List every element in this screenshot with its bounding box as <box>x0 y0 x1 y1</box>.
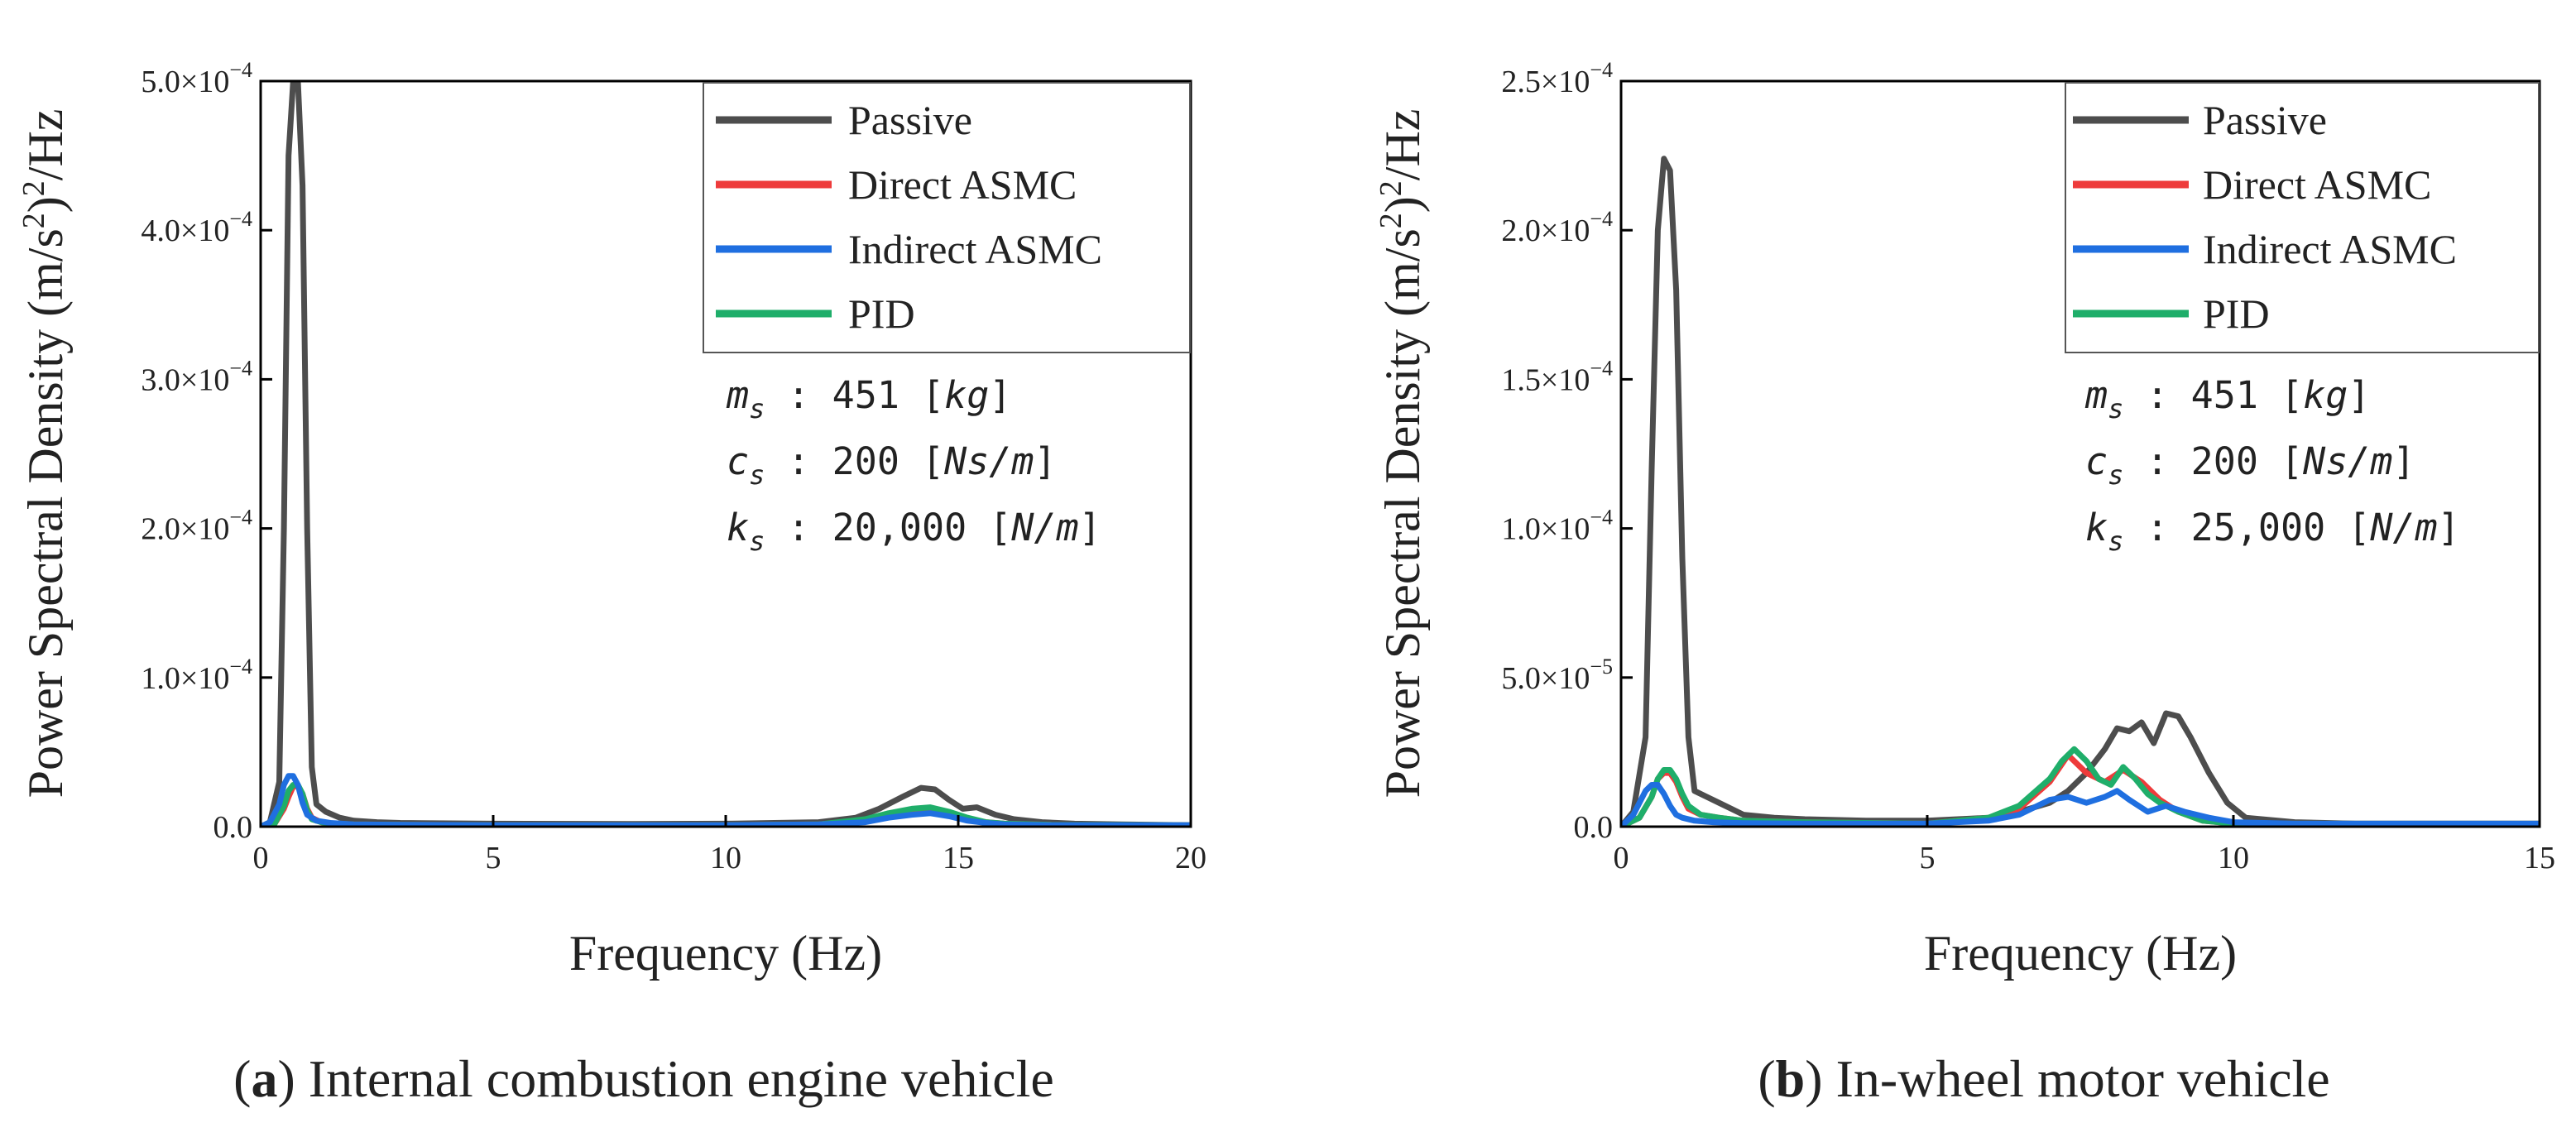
y-ticks-b: 0.0 5.0×10−5 1.0×10−4 1.5×10−4 2.0×10−4 2.5×1… <box>1501 58 1633 845</box>
y-tick-label: 5.0×10−4 <box>141 58 252 99</box>
plot-frame-b <box>1619 79 2541 828</box>
y-tick-label: 3.0×10−4 <box>141 356 252 397</box>
x-tick-label: 10 <box>710 841 741 875</box>
param-damping-b: cs : 200 [Ns/m] <box>2085 439 2415 491</box>
legend-label-passive-b: Passive <box>2203 97 2327 143</box>
legend-a: Passive Direct ASMC Indirect ASMC PID <box>703 82 1191 353</box>
y-tick-label: 2.0×10−4 <box>1501 207 1613 248</box>
parameters-b: ms : 451 [kg] cs : 200 [Ns/m] ks : 25,00… <box>2084 373 2460 557</box>
legend-label-indirect-asmc-b: Indirect ASMC <box>2203 226 2457 272</box>
series-line-indirect-asmc-b <box>1621 782 2540 827</box>
param-stiffness-a: ks : 20,000 [N/m] <box>727 506 1101 557</box>
x-axis-title-a: Frequency (Hz) <box>569 926 882 981</box>
caption-a: (a) Internal combustion engine vehicle <box>233 1049 1054 1108</box>
y-tick-label: 1.0×10−4 <box>141 655 252 696</box>
series-line-indirect-asmc-a <box>261 773 1191 827</box>
x-tick-label: 10 <box>2218 841 2249 875</box>
legend-label-passive-a: Passive <box>848 97 972 143</box>
x-tick-label: 20 <box>1175 841 1206 875</box>
y-tick-label: 1.5×10−4 <box>1501 356 1613 397</box>
x-tick-label: 15 <box>2524 841 2555 875</box>
caption-b: (b) In-wheel motor vehicle <box>1758 1049 2329 1108</box>
legend-frame-a <box>703 82 1191 353</box>
x-tick-label: 15 <box>943 841 974 875</box>
y-axis-title-a: Power Spectral Density (m/s2)2/Hz <box>17 109 73 799</box>
param-mass-b: ms : 451 [kg] <box>2084 373 2370 424</box>
x-axis-title-b: Frequency (Hz) <box>1924 926 2237 981</box>
x-tick-label: 5 <box>1920 841 1936 875</box>
y-tick-label: 0.0 <box>213 810 253 845</box>
series-line-pid-b <box>1621 746 2540 827</box>
legend-b: Passive Direct ASMC Indirect ASMC PID <box>2065 82 2540 353</box>
param-damping-a: cs : 200 [Ns/m] <box>727 439 1057 491</box>
y-tick-label: 0.0 <box>1574 810 1614 845</box>
parameters-a: ms : 451 [kg] cs : 200 [Ns/m] ks : 20,00… <box>726 373 1101 557</box>
series-layer-a <box>261 81 1191 827</box>
x-ticks-a: 0 5 10 15 20 <box>253 815 1206 875</box>
y-ticks-a: 0.0 1.0×10−4 2.0×10−4 3.0×10−4 4.0×10−4 5.0×1… <box>141 58 272 845</box>
y-tick-label: 1.0×10−4 <box>1501 506 1613 547</box>
param-mass-a: ms : 451 [kg] <box>726 373 1011 424</box>
x-tick-label: 0 <box>253 841 269 875</box>
x-ticks-b: 0 5 10 15 <box>1614 815 2555 875</box>
chart-panel-b: 0 5 10 15 0.0 5.0×10−5 1.0×10−4 1.5×10−4 2.0×10… <box>1374 58 2555 1108</box>
legend-label-direct-asmc-a: Direct ASMC <box>848 161 1077 208</box>
legend-label-direct-asmc-b: Direct ASMC <box>2203 161 2431 208</box>
series-layer-b <box>1621 156 2540 827</box>
legend-label-indirect-asmc-a: Indirect ASMC <box>848 226 1102 272</box>
y-tick-label: 2.5×10−4 <box>1501 58 1613 99</box>
param-stiffness-b: ks : 25,000 [N/m] <box>2085 506 2460 557</box>
legend-label-pid-b: PID <box>2203 290 2270 337</box>
x-tick-label: 5 <box>486 841 501 875</box>
y-axis-title-b: Power Spectral Density (m/s2)2/Hz <box>1374 109 1430 799</box>
y-tick-label: 5.0×10−5 <box>1501 655 1613 696</box>
legend-label-pid-a: PID <box>848 290 915 337</box>
legend-frame-b <box>2065 82 2540 353</box>
chart-panel-a: 0 5 10 15 20 0.0 1.0×10−4 2.0×10−4 3.0×10−4 4.0×… <box>17 58 1206 1108</box>
y-tick-label: 2.0×10−4 <box>141 506 252 547</box>
y-tick-label: 4.0×10−4 <box>141 207 252 248</box>
x-tick-label: 0 <box>1614 841 1629 875</box>
